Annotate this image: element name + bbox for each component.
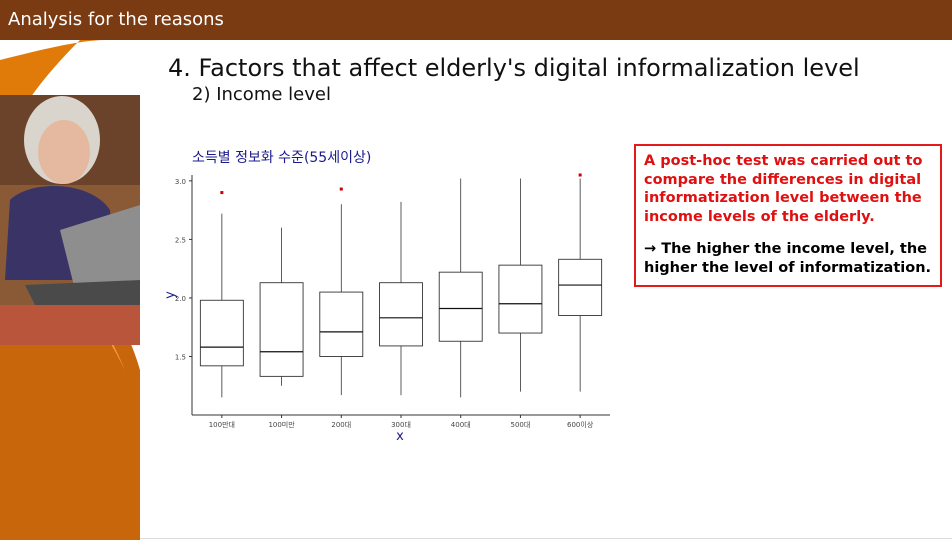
x-tick-label: 500대 (511, 421, 531, 429)
y-tick-label: 2.0 (175, 295, 186, 303)
x-tick-label: 100미만 (268, 420, 295, 429)
box-100만대 (199, 191, 244, 398)
y-axis-label: y (163, 291, 178, 299)
box-iqr (438, 271, 483, 342)
box-600이상 (558, 173, 603, 392)
decorative-side-art (0, 40, 140, 540)
box-iqr (379, 282, 423, 347)
x-axis-label: x (396, 429, 404, 444)
outlier-point (339, 187, 343, 191)
divider (140, 538, 952, 539)
box-500대 (498, 178, 543, 392)
x-tick-label: 300대 (391, 421, 411, 429)
box-300대 (379, 201, 423, 396)
box-400대 (438, 178, 483, 398)
conclusion-text: → The higher the income level, the highe… (644, 241, 932, 276)
box-100미만 (259, 227, 304, 386)
y-tick-label: 2.5 (175, 236, 186, 244)
findings-box: A post-hoc test was carried out to compa… (634, 144, 942, 287)
slide-heading: 4. Factors that affect elderly's digital… (168, 54, 860, 82)
box-iqr (319, 291, 364, 357)
x-tick-label: 600이상 (567, 420, 594, 429)
income-boxplot-chart: 소득별 정보화 수준(55세이상) 1.5 2.0 2.5 3.0 100만대 100미… (163, 150, 610, 444)
title-bar: Analysis for the reasons (0, 0, 952, 40)
box-iqr (259, 282, 304, 377)
x-tick-label: 100만대 (209, 420, 235, 429)
box-200대 (319, 187, 364, 396)
x-tick-label: 200대 (331, 421, 351, 429)
slide-subheading: 2) Income level (192, 84, 331, 105)
outlier-point (220, 191, 224, 195)
box-iqr (498, 264, 543, 334)
elderly-woman-photo (0, 95, 140, 345)
box-iqr (199, 299, 244, 367)
box-iqr (558, 258, 603, 316)
chart-title: 소득별 정보화 수준(55세이상) (192, 150, 371, 166)
outlier-point (578, 173, 582, 177)
x-tick-label: 400대 (451, 421, 471, 429)
finding-text: A post-hoc test was carried out to compa… (644, 153, 923, 225)
y-tick-label: 1.5 (175, 353, 186, 361)
section-title: Analysis for the reasons (8, 9, 224, 30)
y-tick-label: 3.0 (175, 178, 186, 186)
